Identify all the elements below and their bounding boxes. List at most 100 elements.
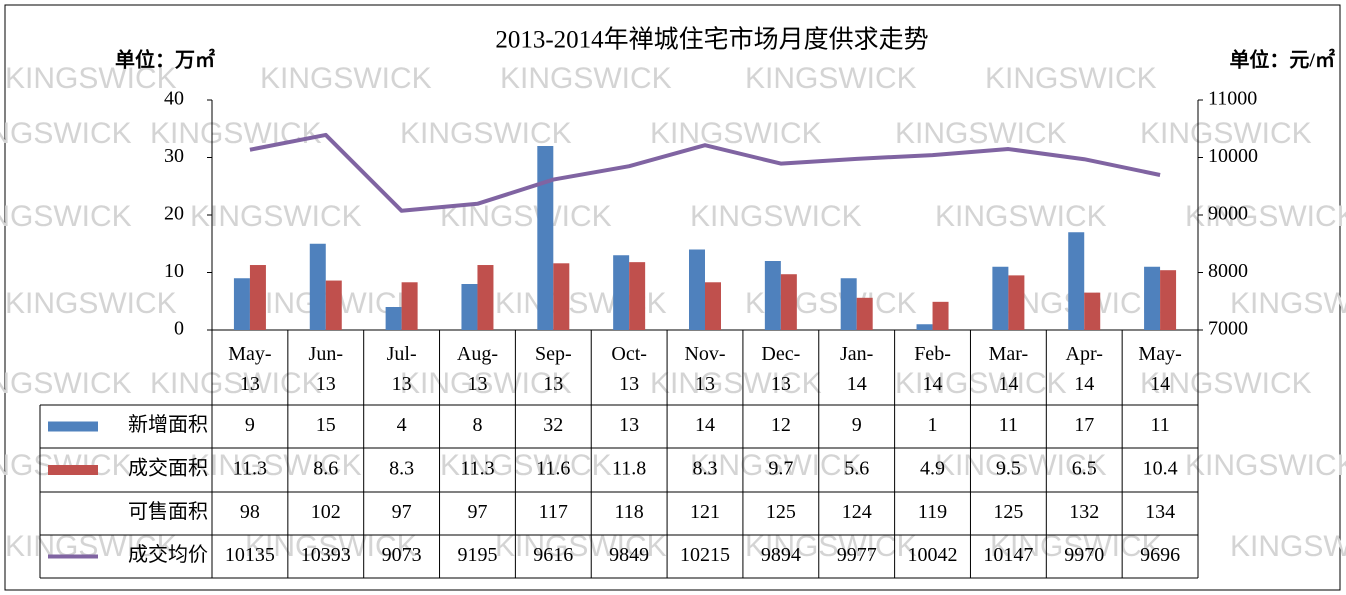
watermark: KINGSWICK [0,200,132,233]
bar [764,261,781,330]
bar [325,280,342,330]
legend-label: 新增面积 [128,413,208,436]
x-tick-label: Mar-14 [989,343,1029,395]
table-value: 97 [392,501,412,523]
bar [1084,292,1101,330]
bar [856,297,873,330]
table-value: 8.6 [313,458,338,480]
table-value: 17 [1074,414,1094,436]
table-value: 9.5 [996,458,1021,480]
table-value: 8 [472,414,482,436]
y-tick-label: 10 [164,260,184,282]
table-value: 124 [842,501,872,523]
bar [553,263,570,330]
bar [916,324,933,330]
table-value: 9195 [457,544,497,566]
watermark: KINGSWICK [1230,530,1346,563]
y-tick-label: 20 [164,203,184,225]
watermark: KINGSWICK [400,367,572,400]
bar [840,278,857,330]
bar [537,146,554,330]
watermark: KINGSWICK [5,287,177,320]
table-value: 1 [928,414,938,436]
table-value: 9 [852,414,862,436]
y2-tick-label: 9000 [1208,203,1248,225]
watermark: KINGSWICK [190,200,362,233]
chart-title: 2013-2014年禅城住宅市场月度供求走势 [495,26,928,54]
x-tick-label: Apr-14 [1066,343,1103,395]
watermark: KINGSWICK [690,200,862,233]
table-value: 125 [993,501,1023,523]
bar [401,282,418,330]
watermark: KINGSWICK [690,449,862,482]
chart-frame [4,4,1341,591]
watermark: KINGSWICK [150,117,322,150]
bar [233,278,250,330]
table-value: 5.6 [844,458,869,480]
bar [249,265,266,330]
y-tick-label: 30 [164,145,184,167]
table-value: 10393 [301,544,351,566]
bar [1068,232,1085,330]
watermark: KINGSWICK [1140,367,1312,400]
table-value: 9977 [837,544,877,566]
table-value: 10042 [908,544,958,566]
bar [385,307,402,330]
table-value: 9.7 [768,458,793,480]
bar [780,274,797,330]
watermark: KINGSWICK [260,62,432,95]
bar [992,266,1009,330]
y2-tick-label: 8000 [1208,260,1248,282]
table-value: 9849 [609,544,649,566]
legend-swatch [48,465,98,475]
watermark: KINGSWICK [0,117,132,150]
y-tick-label: 40 [164,88,184,110]
y-tick-label: 0 [174,318,184,340]
x-tick-label: Sep-13 [535,343,572,395]
watermark: KINGSWICK [985,62,1157,95]
watermark: KINGSWICK [745,62,917,95]
x-tick-label: May-13 [228,343,271,395]
bar [629,262,646,330]
table-value: 9696 [1140,544,1180,566]
table-value: 11 [999,414,1018,436]
table-value: 12 [771,414,791,436]
table-value: 119 [918,501,947,523]
legend-swatch [48,421,98,432]
bar [932,301,949,330]
table-value: 132 [1069,501,1099,523]
table-value: 6.5 [1072,458,1097,480]
x-tick-label: Jan-14 [840,343,873,395]
x-tick-label: May-14 [1138,343,1181,395]
bar [1144,266,1161,330]
watermark: KINGSWICK [1185,200,1346,233]
line-series [249,132,1161,213]
table-value: 9 [245,414,255,436]
bar [613,255,630,330]
watermark: KINGSWICK [1140,117,1312,150]
table-value: 10215 [680,544,730,566]
table-value: 97 [467,501,487,523]
y2-tick-label: 10000 [1208,145,1258,167]
table-value: 11 [1150,414,1169,436]
table-value: 11.8 [612,458,646,480]
watermark: KINGSWICK [190,449,362,482]
watermark: KINGSWICK [650,117,822,150]
legend-label: 成交面积 [128,457,208,480]
bar [1160,270,1177,330]
bar [309,243,326,330]
x-tick-label: Dec-13 [761,343,800,395]
watermark: KINGSWICK [150,367,322,400]
table-value: 11.6 [536,458,570,480]
table-value: 118 [615,501,644,523]
watermark: KINGSWICK [935,200,1107,233]
y2-tick-label: 7000 [1208,318,1248,340]
watermark: KINGSWICK [500,62,672,95]
watermark: KINGSWICK [650,367,822,400]
table-value: 13 [619,414,639,436]
bar [1008,275,1025,330]
watermark: KINGSWICK [1185,449,1346,482]
table-value: 10.4 [1143,458,1178,480]
table-value: 102 [311,501,341,523]
